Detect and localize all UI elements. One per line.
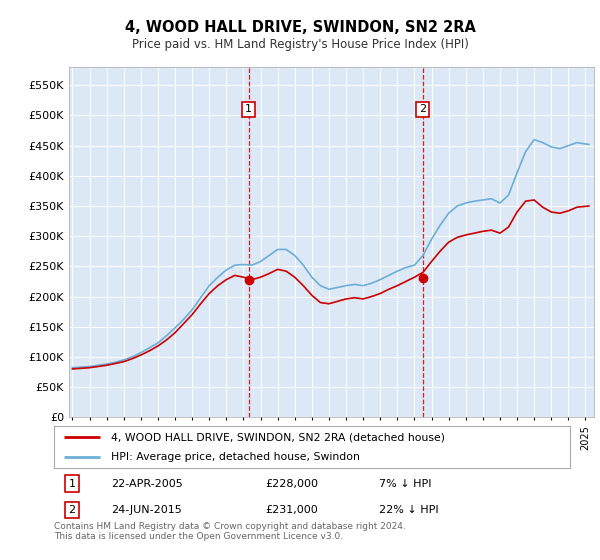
Text: 2: 2 xyxy=(419,105,426,114)
Text: 2: 2 xyxy=(68,505,76,515)
Text: £228,000: £228,000 xyxy=(266,479,319,488)
Text: 22-APR-2005: 22-APR-2005 xyxy=(111,479,182,488)
Text: 4, WOOD HALL DRIVE, SWINDON, SN2 2RA (detached house): 4, WOOD HALL DRIVE, SWINDON, SN2 2RA (de… xyxy=(111,432,445,442)
Text: 24-JUN-2015: 24-JUN-2015 xyxy=(111,505,182,515)
Text: 7% ↓ HPI: 7% ↓ HPI xyxy=(379,479,431,488)
Text: 1: 1 xyxy=(245,105,252,114)
Text: Contains HM Land Registry data © Crown copyright and database right 2024.
This d: Contains HM Land Registry data © Crown c… xyxy=(54,522,406,542)
Text: HPI: Average price, detached house, Swindon: HPI: Average price, detached house, Swin… xyxy=(111,452,359,462)
Text: 1: 1 xyxy=(68,479,76,488)
Text: Price paid vs. HM Land Registry's House Price Index (HPI): Price paid vs. HM Land Registry's House … xyxy=(131,38,469,50)
Text: 22% ↓ HPI: 22% ↓ HPI xyxy=(379,505,439,515)
Text: £231,000: £231,000 xyxy=(266,505,319,515)
Text: 4, WOOD HALL DRIVE, SWINDON, SN2 2RA: 4, WOOD HALL DRIVE, SWINDON, SN2 2RA xyxy=(125,20,475,35)
